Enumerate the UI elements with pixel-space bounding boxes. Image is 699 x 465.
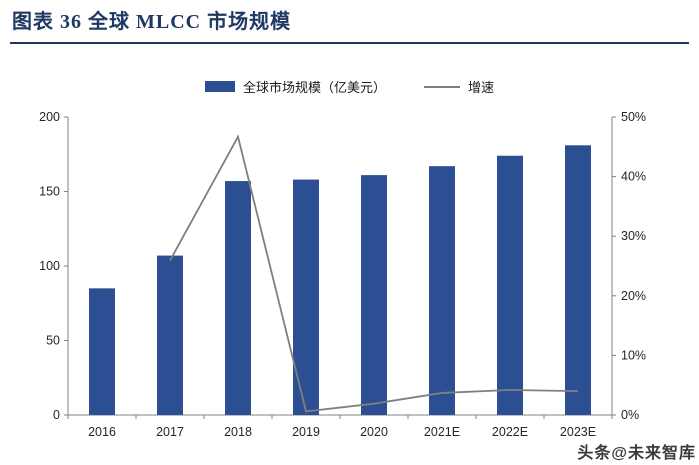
right-axis-label: 0% [621,408,639,422]
right-axis-label: 10% [621,348,646,362]
watermark: 头条@未来智库 [577,445,696,462]
bar [225,181,251,415]
left-axis-label: 200 [39,110,60,124]
legend-item-bar-series: 全球市场规模（亿美元） [204,77,386,96]
right-axis-label: 50% [621,110,646,124]
left-axis-label: 150 [39,185,60,199]
bar-series-swatch [204,81,235,92]
bar [293,179,319,415]
x-axis-label: 2020 [360,425,388,439]
bar [361,175,387,415]
chart-canvas: 0 50 100 150 200 0% 10% 20% 30% 40% 50% 2016 2017 201… [39,110,646,439]
x-axis-label: 2016 [88,425,116,439]
growth-line [169,134,579,413]
right-axis-label: 30% [621,229,646,243]
legend-item-line-series: 增速 [424,77,494,96]
bar [565,145,591,415]
chart-legend: 全球市场规模（亿美元） 增速 [0,78,699,95]
left-axis-label: 0 [53,408,60,422]
bar-series-label: 全球市场规模（亿美元） [242,80,386,95]
x-axis-label: 2023E [560,425,596,439]
figure-title: 图表 36 全球 MLCC 市场规模 [12,11,292,33]
x-axis-label: 2021E [424,425,460,439]
x-axis-label: 2017 [156,425,184,439]
x-axis-label: 2022E [492,425,528,439]
bar [497,155,523,416]
left-axis-label: 50 [46,334,60,348]
right-axis-label: 20% [621,289,646,303]
right-axis-label: 40% [621,170,646,184]
bar [429,166,455,415]
line-series-label: 增速 [468,80,495,95]
bar [89,288,115,415]
x-axis-label: 2018 [224,425,252,439]
line-series-swatch [424,85,460,88]
x-axis-label: 2019 [292,425,320,439]
bar [157,255,183,415]
figure-header: 图表 36 全球 MLCC 市场规模 [0,0,699,34]
left-axis-label: 100 [39,259,60,273]
title-divider [10,42,689,44]
